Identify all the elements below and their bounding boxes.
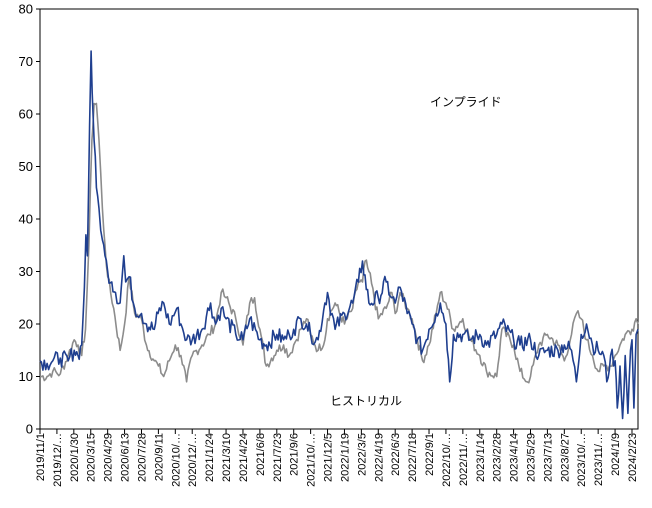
- x-tick-label: 2023/5/29: [526, 433, 538, 482]
- x-tick-label: 2021/10/…: [306, 433, 318, 487]
- y-tick-label: 80: [19, 2, 33, 17]
- x-tick-label: 2024/1/9: [610, 433, 622, 476]
- x-tick-label: 2021/3/10: [221, 433, 233, 482]
- x-tick-label: 2021/7/23: [272, 433, 284, 482]
- x-axis-ticks: 2019/11/1 2019/12/… 2020/1/30 2020/3/15 2020…: [35, 429, 639, 487]
- y-tick-label: 60: [19, 107, 33, 122]
- x-tick-label: 2022/9/1: [424, 433, 436, 476]
- x-tick-label: 2020/10/…: [170, 433, 182, 487]
- x-tick-label: 2023/4/14: [509, 433, 521, 482]
- x-tick-label: 2023/8/27: [559, 433, 571, 482]
- x-tick-label: 2023/7/13: [542, 433, 554, 482]
- annotation-implied: インプライド: [430, 95, 502, 109]
- x-tick-label: 2020/4/29: [103, 433, 115, 482]
- x-tick-label: 2021/6/8: [255, 433, 267, 476]
- y-tick-label: 30: [19, 264, 33, 279]
- x-tick-label: 2019/11/1: [35, 433, 47, 481]
- y-axis-ticks: 0 10 20 30 40 50 60 70 80: [19, 2, 40, 437]
- y-tick-label: 50: [19, 159, 33, 174]
- x-tick-label: 2020/6/13: [120, 433, 132, 482]
- x-tick-label: 2022/7/18: [407, 433, 419, 482]
- x-tick-label: 2019/12/…: [52, 433, 64, 487]
- y-tick-label: 20: [19, 317, 33, 332]
- y-tick-label: 10: [19, 369, 33, 384]
- x-tick-label: 2022/4/19: [373, 433, 385, 482]
- x-tick-label: 2022/10/…: [441, 433, 453, 487]
- series-line-implied: [39, 50, 639, 420]
- series-layer: [39, 50, 639, 420]
- x-tick-label: 2023/1/14: [475, 433, 487, 482]
- x-tick-label: 2022/1/19: [339, 433, 351, 482]
- x-tick-label: 2024/2/23: [627, 433, 639, 482]
- x-tick-label: 2021/12/5: [323, 433, 335, 482]
- y-tick-label: 40: [19, 212, 33, 227]
- x-tick-label: 2022/11/…: [458, 433, 470, 486]
- y-tick-label: 0: [26, 422, 33, 437]
- x-tick-label: 2023/2/28: [492, 433, 504, 482]
- x-tick-label: 2022/6/3: [390, 433, 402, 476]
- x-tick-label: 2020/3/15: [86, 433, 98, 482]
- x-tick-label: 2023/11/…: [593, 433, 605, 486]
- x-tick-label: 2020/9/11: [153, 433, 165, 481]
- x-tick-label: 2020/12/…: [187, 433, 199, 487]
- x-tick-label: 2023/10/…: [576, 433, 588, 487]
- x-tick-label: 2020/7/28: [136, 433, 148, 482]
- x-tick-label: 2021/4/24: [238, 433, 250, 482]
- annotation-historical: ヒストリカル: [330, 394, 402, 408]
- y-tick-label: 70: [19, 54, 33, 69]
- x-tick-label: 2022/3/5: [356, 433, 368, 476]
- x-tick-label: 2020/1/30: [69, 433, 81, 482]
- plot-area: [39, 8, 639, 430]
- x-tick-label: 2021/9/6: [289, 433, 301, 476]
- x-tick-label: 2021/1/24: [204, 433, 216, 482]
